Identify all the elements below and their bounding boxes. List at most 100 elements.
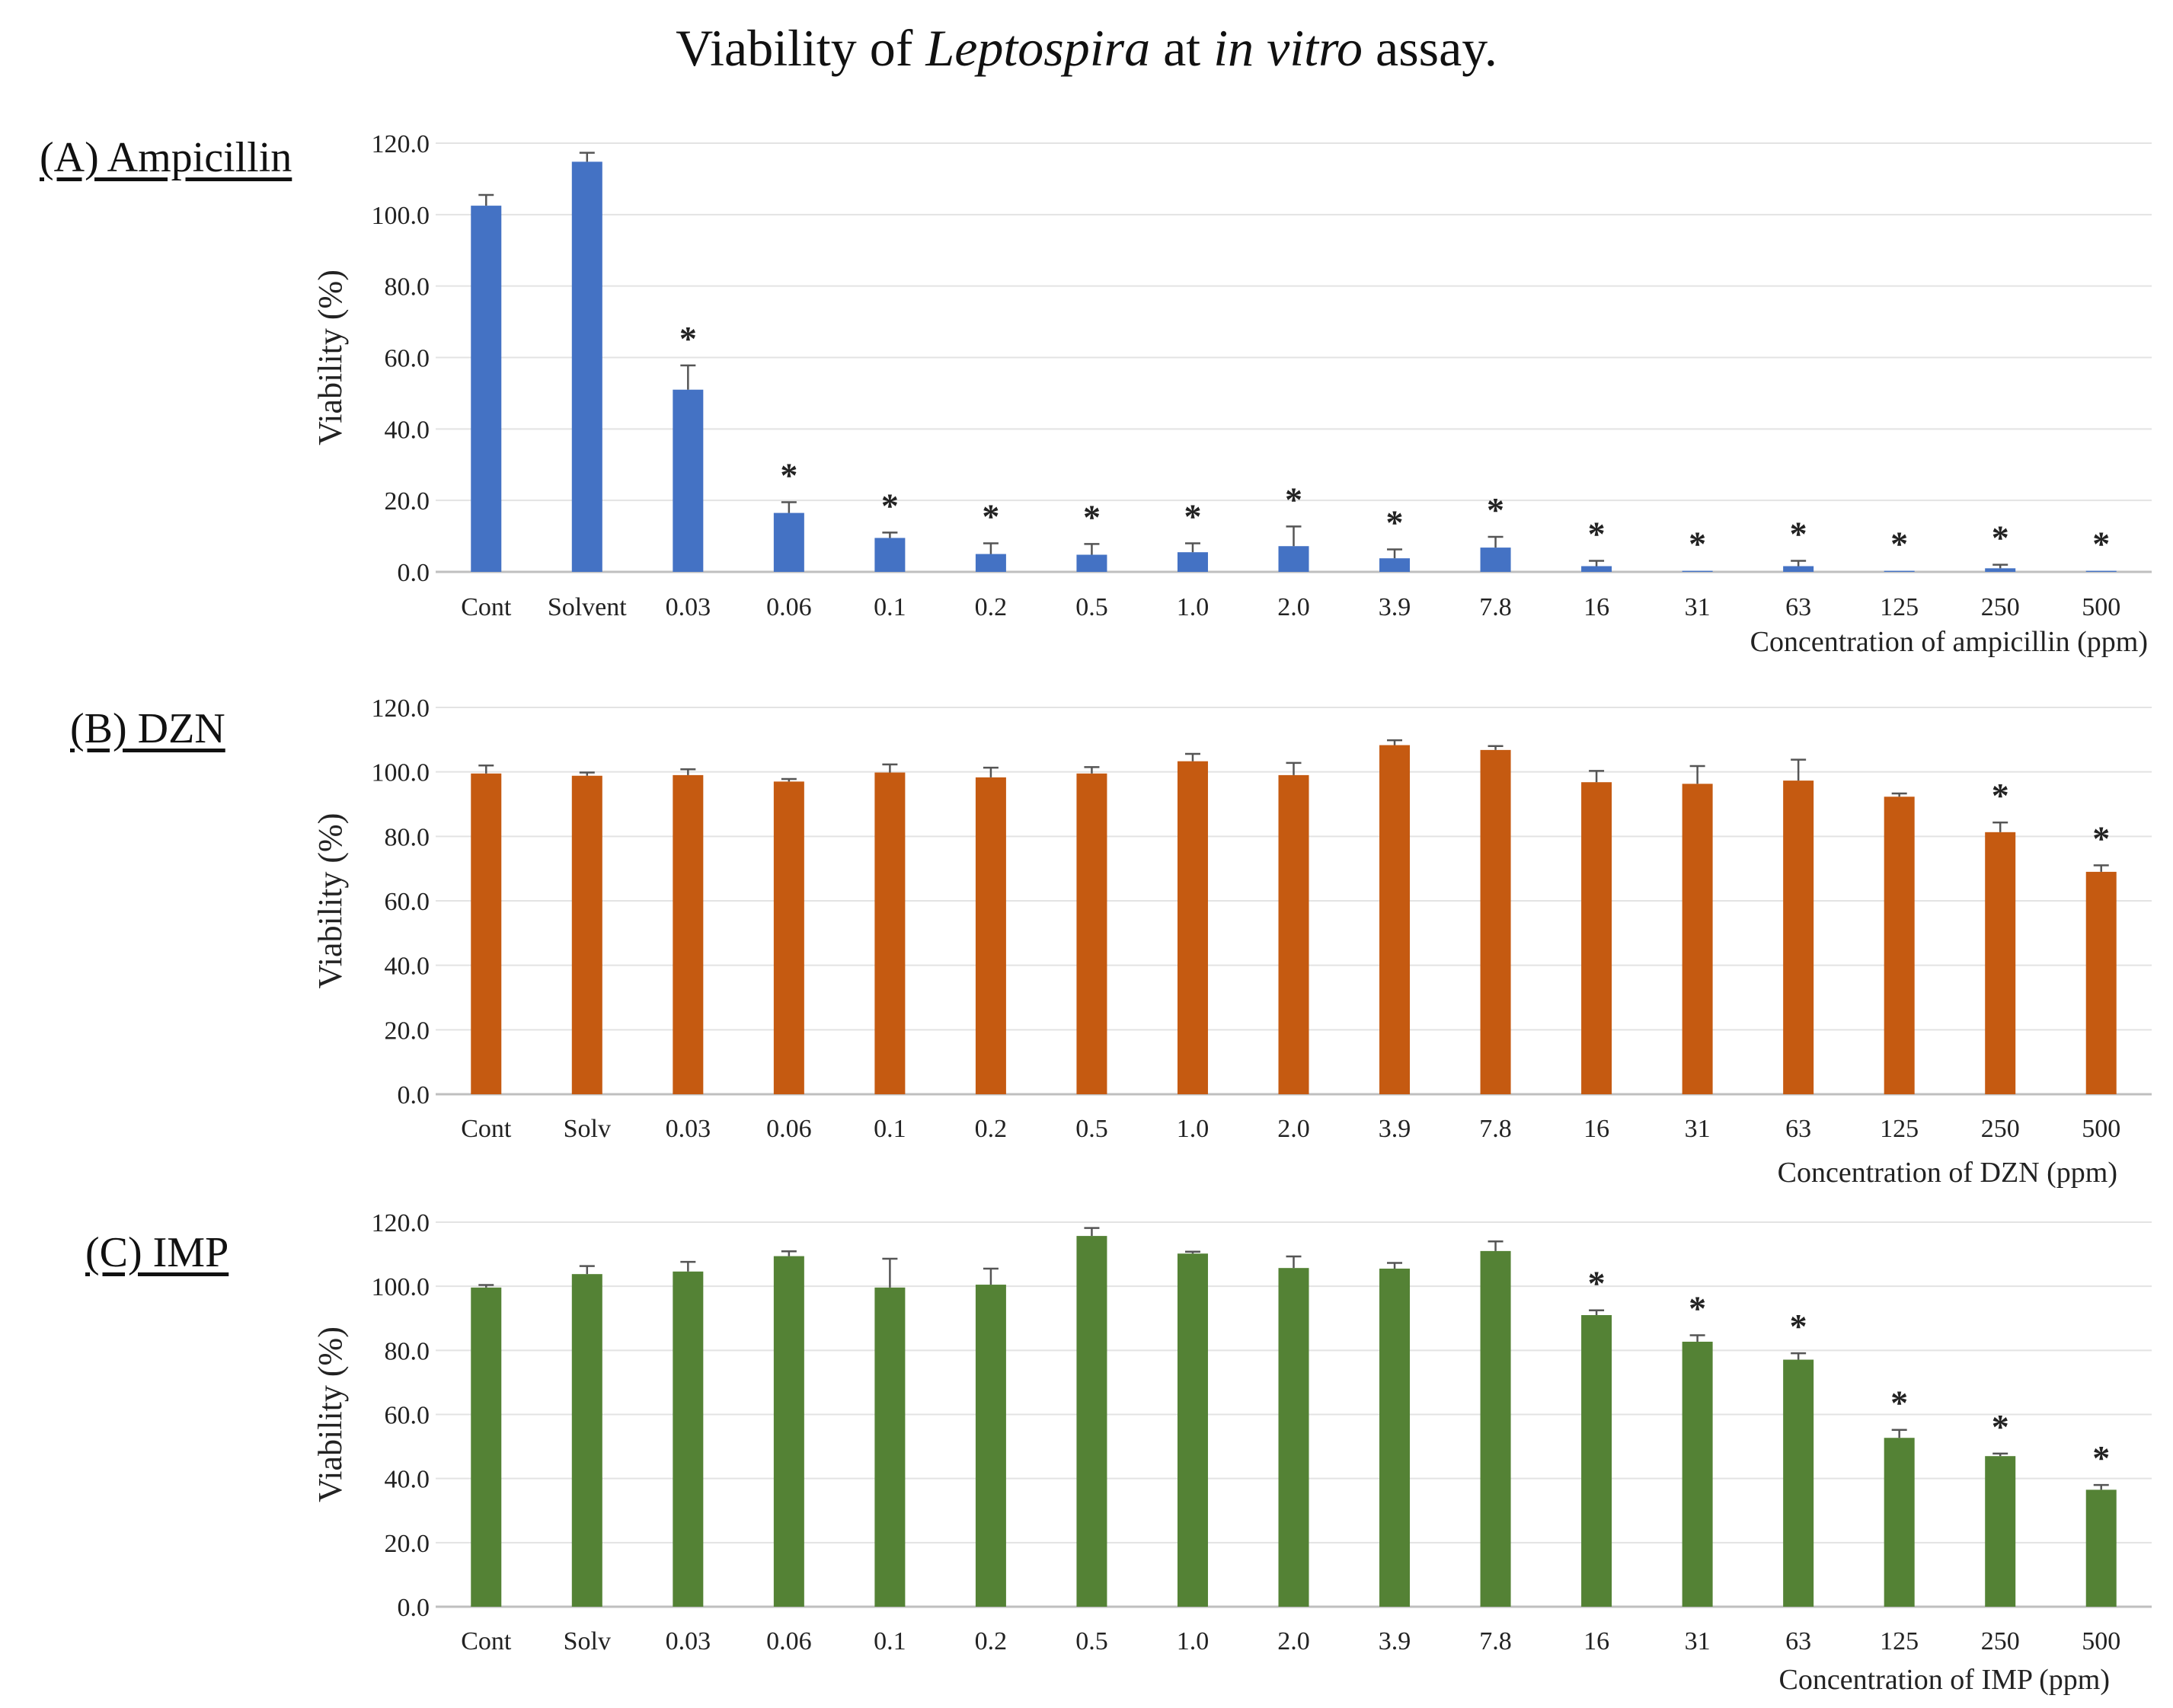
c-ytick-label: 60.0	[385, 1402, 430, 1430]
a-significance-marker: *	[982, 496, 999, 535]
b-ytick-label: 40.0	[385, 953, 430, 981]
b-category-label: 7.8	[1479, 1115, 1512, 1143]
c-category-label: 7.8	[1479, 1627, 1512, 1655]
panel-label-a: (A) Ampicillin	[40, 134, 292, 181]
title-middle: at	[1150, 19, 1214, 77]
b-category-label: 0.2	[975, 1115, 1008, 1143]
b-category-label: 125	[1880, 1115, 1919, 1143]
b-category-label: 2.0	[1277, 1115, 1310, 1143]
c-significance-marker: *	[1790, 1307, 1807, 1346]
c-category-label: 1.0	[1177, 1627, 1210, 1655]
c-category-label: 0.06	[766, 1627, 812, 1655]
a-category-label: 0.06	[766, 593, 812, 621]
a-bar	[1177, 552, 1208, 572]
a-bar	[1278, 546, 1309, 572]
c-bar	[1783, 1359, 1814, 1607]
a-bar	[571, 161, 602, 572]
c-category-label: Cont	[461, 1627, 512, 1655]
c-bar	[874, 1287, 906, 1607]
c-category-label: 2.0	[1277, 1627, 1310, 1655]
b-category-label: 0.5	[1075, 1115, 1108, 1143]
b-bar	[874, 772, 906, 1094]
a-bar	[975, 554, 1006, 572]
a-category-label: 2.0	[1277, 593, 1310, 621]
a-significance-marker: *	[1992, 519, 2009, 557]
c-category-label: 500	[2082, 1627, 2120, 1655]
a-significance-marker: *	[1083, 497, 1101, 536]
b-ytick-label: 120.0	[372, 694, 430, 723]
c-category-label: 0.2	[975, 1627, 1008, 1655]
a-significance-marker: *	[1588, 514, 1606, 553]
c-bar	[1278, 1268, 1309, 1607]
c-category-label: 0.03	[666, 1627, 711, 1655]
title-organism: Leptospira	[925, 19, 1151, 77]
b-significance-marker: *	[2092, 819, 2110, 857]
a-bar	[1076, 554, 1107, 572]
b-bar	[1783, 781, 1814, 1094]
b-bar	[1379, 745, 1411, 1094]
a-category-label: Solvent	[548, 593, 627, 621]
c-ytick-label: 80.0	[385, 1337, 430, 1365]
a-ytick-label: 80.0	[385, 273, 430, 302]
a-bar	[1985, 568, 2016, 572]
a-significance-marker: *	[2092, 525, 2110, 563]
b-bar	[471, 773, 502, 1094]
c-ytick-label: 20.0	[385, 1530, 430, 1558]
b-category-label: 16	[1583, 1115, 1609, 1143]
a-significance-marker: *	[1790, 514, 1807, 553]
b-bar	[1985, 832, 2016, 1094]
b-x-axis-label: Concentration of DZN (ppm)	[1778, 1157, 2117, 1189]
a-significance-marker: *	[1184, 496, 1201, 535]
b-bar	[1480, 749, 1511, 1094]
c-bar	[1177, 1253, 1208, 1607]
c-category-label: Solv	[564, 1627, 611, 1655]
a-category-label: 125	[1880, 593, 1919, 621]
b-category-label: Cont	[461, 1115, 512, 1143]
a-category-label: 0.2	[975, 593, 1008, 621]
c-significance-marker: *	[1689, 1289, 1706, 1328]
c-bar	[773, 1256, 804, 1607]
c-bar	[1076, 1236, 1107, 1607]
b-ytick-label: 80.0	[385, 823, 430, 851]
a-x-axis-label: Concentration of ampicillin (ppm)	[1750, 626, 2148, 658]
b-category-label: 63	[1785, 1115, 1811, 1143]
a-y-axis-label: Viability (%)	[312, 270, 349, 445]
title-prefix: Viability of	[676, 19, 926, 77]
b-category-label: 31	[1685, 1115, 1711, 1143]
b-category-label: 0.06	[766, 1115, 812, 1143]
b-category-label: 0.03	[666, 1115, 711, 1143]
b-category-label: 3.9	[1379, 1115, 1411, 1143]
title-assay-type: in vitro	[1213, 19, 1363, 77]
b-bar	[1177, 761, 1208, 1094]
b-ytick-label: 20.0	[385, 1017, 430, 1045]
a-bar	[773, 512, 804, 572]
b-significance-marker: *	[1992, 776, 2009, 815]
a-significance-marker: *	[1386, 503, 1404, 541]
c-significance-marker: *	[1992, 1407, 2009, 1446]
c-category-label: 16	[1583, 1627, 1609, 1655]
a-category-label: Cont	[461, 593, 512, 621]
a-bar	[1379, 558, 1411, 572]
a-category-label: 0.1	[874, 593, 906, 621]
c-category-label: 31	[1685, 1627, 1711, 1655]
b-bar	[975, 777, 1006, 1094]
a-category-label: 31	[1685, 593, 1711, 621]
a-bar	[2085, 570, 2117, 572]
c-bar	[1682, 1341, 1713, 1607]
a-ytick-label: 120.0	[372, 130, 430, 158]
a-category-label: 16	[1583, 593, 1609, 621]
c-ytick-label: 100.0	[372, 1273, 430, 1301]
c-significance-marker: *	[1890, 1384, 1908, 1422]
a-significance-marker: *	[881, 486, 899, 525]
b-bar	[1884, 797, 1915, 1094]
a-significance-marker: *	[679, 319, 697, 358]
c-bar	[1379, 1269, 1411, 1607]
a-bar	[1581, 566, 1612, 572]
b-ytick-label: 60.0	[385, 888, 430, 916]
a-ytick-label: 60.0	[385, 345, 430, 373]
c-bar	[975, 1285, 1006, 1607]
a-category-label: 1.0	[1177, 593, 1210, 621]
title-suffix: assay.	[1363, 19, 1497, 77]
a-ytick-label: 0.0	[398, 559, 430, 587]
